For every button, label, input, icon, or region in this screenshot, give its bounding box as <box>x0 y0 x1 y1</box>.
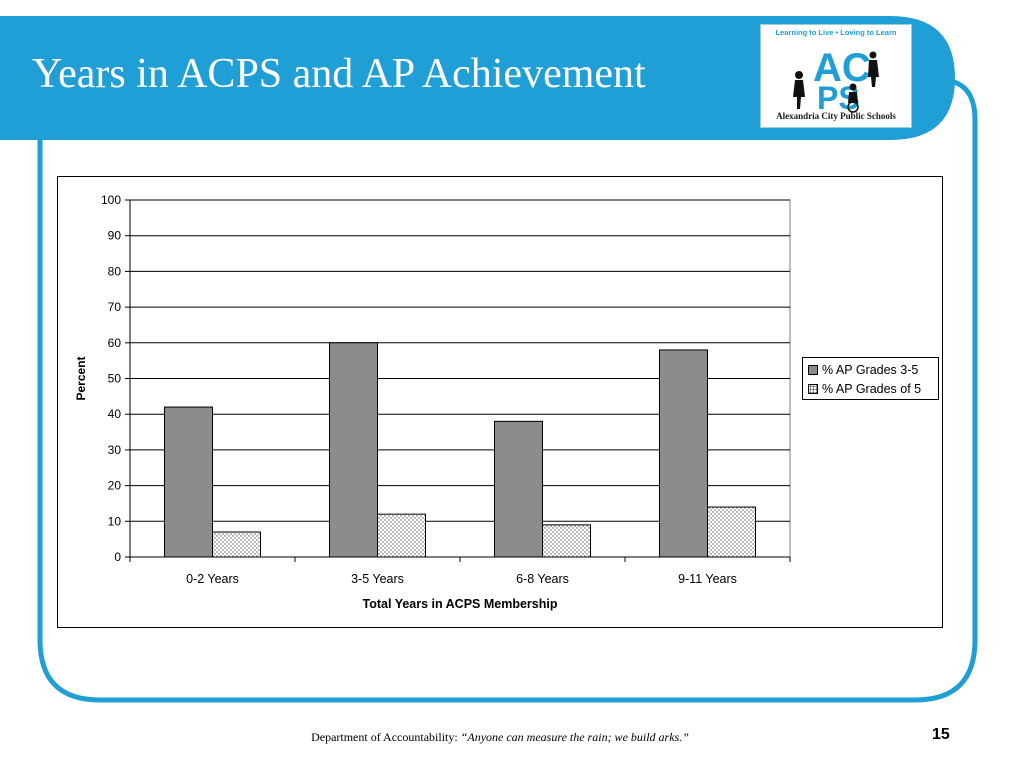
page-number: 15 <box>932 726 950 743</box>
chart-container: 0 10 20 30 40 50 60 70 80 90 100 0-2 Years 3-5 Years… <box>57 176 943 628</box>
logo-figures-icon <box>793 51 879 113</box>
x-tick-label: 0-2 Years <box>186 572 239 586</box>
legend-swatch-series-2 <box>808 384 818 394</box>
logo-school-name: Alexandria City Public Schools <box>776 111 896 121</box>
slide-footer: Department of Accountability: “Anyone ca… <box>0 730 1000 745</box>
bar-series-1-3-5-years <box>329 342 378 558</box>
x-tick-label: 3-5 Years <box>351 572 404 586</box>
footer-department: Department of Accountability: <box>311 730 458 744</box>
y-tick-label: 30 <box>108 443 122 457</box>
footer-motto: “Anyone can measure the rain; we build a… <box>460 730 689 744</box>
bar-series-1-0-2-years <box>164 406 213 558</box>
y-axis-label: Percent <box>74 356 88 400</box>
y-tick-label: 70 <box>108 300 122 314</box>
bar-series-2-9-11-years <box>707 506 756 558</box>
legend-label-series-2: % AP Grades of 5 <box>822 382 922 396</box>
y-tick-label: 90 <box>108 229 122 243</box>
chart-legend: % AP Grades 3-5 % AP Grades of 5 <box>802 357 939 400</box>
frame-outer-border <box>37 77 978 703</box>
bar-series-1-6-8-years <box>494 420 543 558</box>
y-tick-label: 100 <box>101 193 121 207</box>
x-tick-label: 6-8 Years <box>516 572 569 586</box>
y-tick-label: 60 <box>108 336 122 350</box>
y-tick-label: 0 <box>114 550 121 564</box>
title-band <box>0 16 955 140</box>
legend-item-series-2: % AP Grades of 5 <box>808 381 921 397</box>
x-axis-label: Total Years in ACPS Membership <box>363 597 558 611</box>
slide-title: Years in ACPS and AP Achievement <box>32 51 646 97</box>
legend-swatch-series-1 <box>808 365 818 375</box>
legend-item-series-1: % AP Grades 3-5 <box>808 362 918 378</box>
acps-logo: Learning to Live • Loving to Learn AC PS… <box>760 24 912 128</box>
bar-series-2-0-2-years <box>212 531 261 558</box>
y-tick-label: 20 <box>108 479 122 493</box>
axes: 0 10 20 30 40 50 60 70 80 90 100 0-2 Years 3-5 Years… <box>101 193 791 586</box>
logo-artwork: AC PS <box>793 46 879 116</box>
x-tick-label: 9-11 Years <box>678 572 737 586</box>
legend-label-series-1: % AP Grades 3-5 <box>822 363 919 377</box>
logo-tagline: Learning to Live • Loving to Learn <box>775 28 897 37</box>
logo-letters-top: AC <box>813 46 871 90</box>
y-tick-label: 40 <box>108 407 122 421</box>
bar-series-2-3-5-years <box>377 513 426 558</box>
bar-series-2-6-8-years <box>542 524 591 558</box>
y-tick-label: 80 <box>108 264 122 278</box>
y-tick-label: 10 <box>108 514 122 528</box>
bar-chart: 0 10 20 30 40 50 60 70 80 90 100 0-2 Years 3-5 Years… <box>74 193 791 611</box>
bars <box>164 342 756 558</box>
y-tick-label: 50 <box>108 372 122 386</box>
bar-series-1-9-11-years <box>659 349 708 558</box>
